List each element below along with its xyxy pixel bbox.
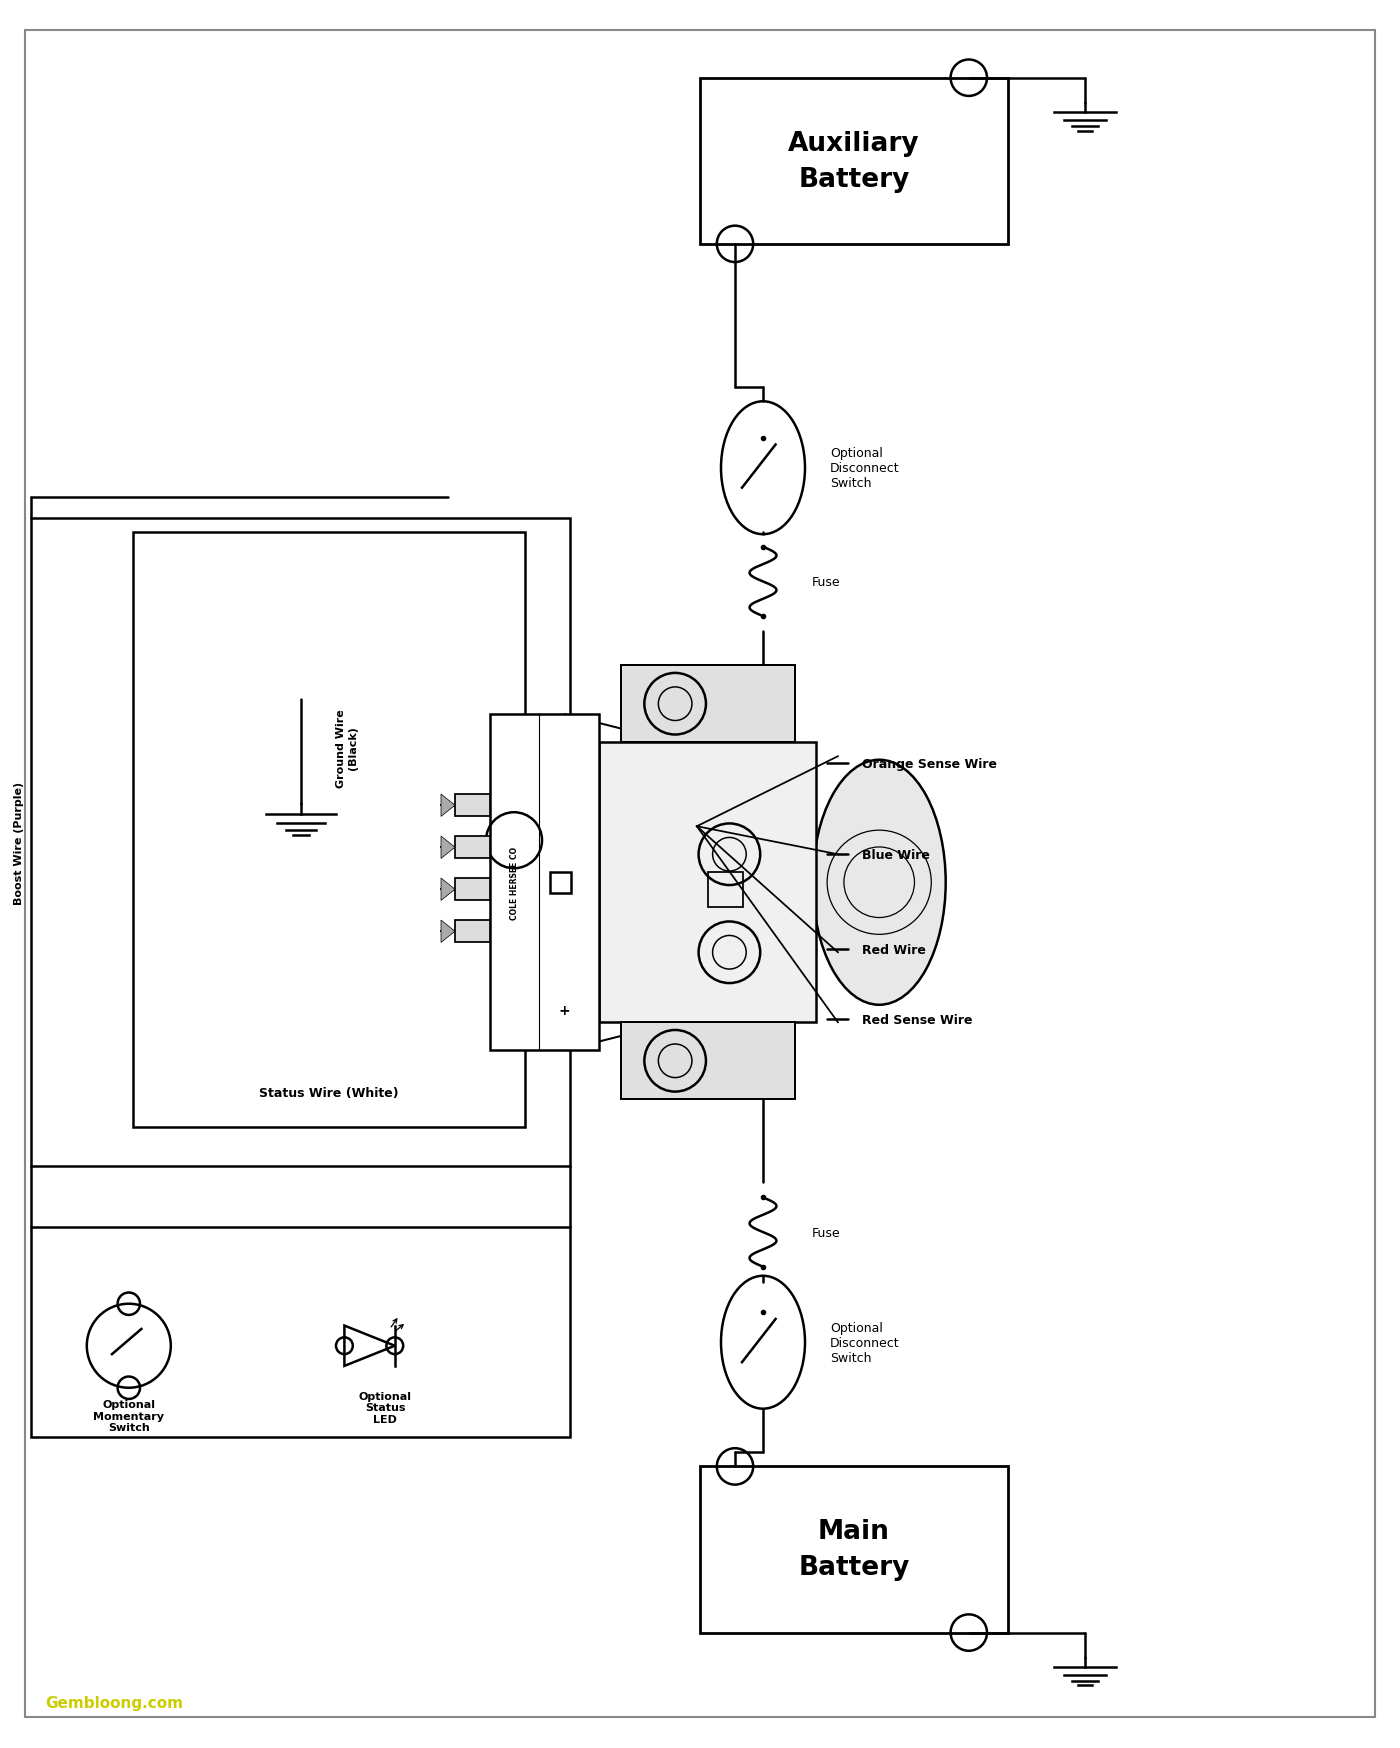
Bar bbox=[455, 837, 490, 858]
Text: Auxiliary
Battery: Auxiliary Battery bbox=[788, 131, 920, 192]
Polygon shape bbox=[441, 795, 455, 816]
Text: Orange Sense Wire: Orange Sense Wire bbox=[862, 757, 997, 771]
Bar bbox=[622, 666, 795, 743]
Polygon shape bbox=[441, 879, 455, 900]
Polygon shape bbox=[441, 837, 455, 858]
Text: Optional
Momentary
Switch: Optional Momentary Switch bbox=[94, 1398, 164, 1432]
Text: Gembloong.com: Gembloong.com bbox=[45, 1694, 183, 1710]
Text: Red Wire: Red Wire bbox=[862, 944, 925, 956]
Text: Red Sense Wire: Red Sense Wire bbox=[862, 1014, 973, 1026]
Bar bbox=[700, 79, 1008, 245]
Bar bbox=[31, 1227, 570, 1437]
Ellipse shape bbox=[812, 760, 946, 1005]
Bar bbox=[455, 879, 490, 900]
Text: Optional
Disconnect
Switch: Optional Disconnect Switch bbox=[830, 1321, 900, 1363]
Text: Fuse: Fuse bbox=[812, 575, 840, 589]
Text: Boost Wire (Purple): Boost Wire (Purple) bbox=[14, 781, 24, 904]
Bar bbox=[455, 921, 490, 942]
Text: Ground Wire
(Black): Ground Wire (Black) bbox=[336, 708, 357, 787]
Text: Fuse: Fuse bbox=[812, 1225, 840, 1239]
Text: COLE HERSEE CO: COLE HERSEE CO bbox=[510, 846, 518, 919]
Text: Status Wire (White): Status Wire (White) bbox=[259, 1087, 399, 1099]
Bar bbox=[700, 1467, 1008, 1633]
Bar bbox=[599, 743, 816, 1023]
Text: Main
Battery: Main Battery bbox=[798, 1519, 910, 1580]
Bar bbox=[31, 519, 570, 1166]
Text: Optional
Status
LED: Optional Status LED bbox=[358, 1391, 412, 1425]
Text: Optional
Disconnect
Switch: Optional Disconnect Switch bbox=[830, 447, 900, 489]
Text: Blue Wire: Blue Wire bbox=[862, 848, 930, 862]
Text: +: + bbox=[559, 1003, 570, 1017]
Bar bbox=[455, 795, 490, 816]
Bar bbox=[622, 1023, 795, 1099]
Bar bbox=[490, 715, 599, 1051]
Polygon shape bbox=[441, 921, 455, 942]
Bar bbox=[550, 872, 571, 893]
Bar bbox=[133, 533, 525, 1127]
Bar bbox=[707, 872, 742, 907]
